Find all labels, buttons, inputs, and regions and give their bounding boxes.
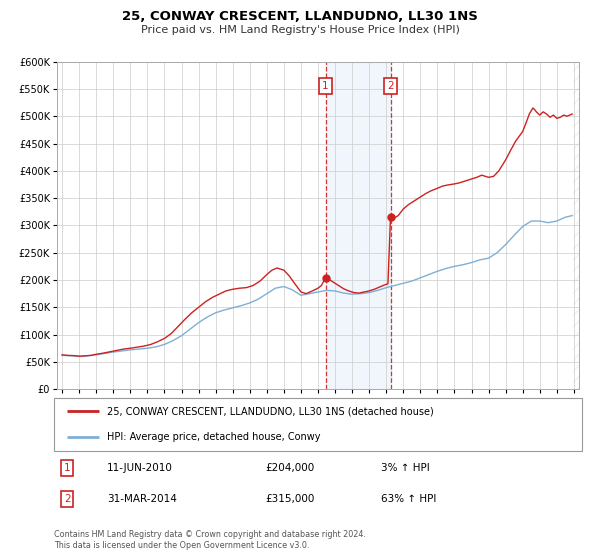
Text: HPI: Average price, detached house, Conwy: HPI: Average price, detached house, Conw…: [107, 432, 320, 442]
Text: 25, CONWAY CRESCENT, LLANDUDNO, LL30 1NS (detached house): 25, CONWAY CRESCENT, LLANDUDNO, LL30 1NS…: [107, 407, 434, 417]
Text: 25, CONWAY CRESCENT, LLANDUDNO, LL30 1NS: 25, CONWAY CRESCENT, LLANDUDNO, LL30 1NS: [122, 10, 478, 23]
Text: Price paid vs. HM Land Registry's House Price Index (HPI): Price paid vs. HM Land Registry's House …: [140, 25, 460, 35]
Text: 3% ↑ HPI: 3% ↑ HPI: [382, 463, 430, 473]
Text: Contains HM Land Registry data © Crown copyright and database right 2024.: Contains HM Land Registry data © Crown c…: [54, 530, 366, 539]
Bar: [326, 62, 391, 389]
Text: 63% ↑ HPI: 63% ↑ HPI: [382, 494, 437, 504]
Text: This data is licensed under the Open Government Licence v3.0.: This data is licensed under the Open Gov…: [54, 541, 310, 550]
Text: 31-MAR-2014: 31-MAR-2014: [107, 494, 176, 504]
Bar: [573, 62, 579, 389]
FancyBboxPatch shape: [54, 398, 582, 451]
Text: 2: 2: [387, 81, 394, 91]
Text: 11-JUN-2010: 11-JUN-2010: [107, 463, 173, 473]
Text: 1: 1: [64, 463, 71, 473]
Text: £204,000: £204,000: [265, 463, 314, 473]
Text: 1: 1: [322, 81, 329, 91]
Text: £315,000: £315,000: [265, 494, 314, 504]
Text: 2: 2: [64, 494, 71, 504]
